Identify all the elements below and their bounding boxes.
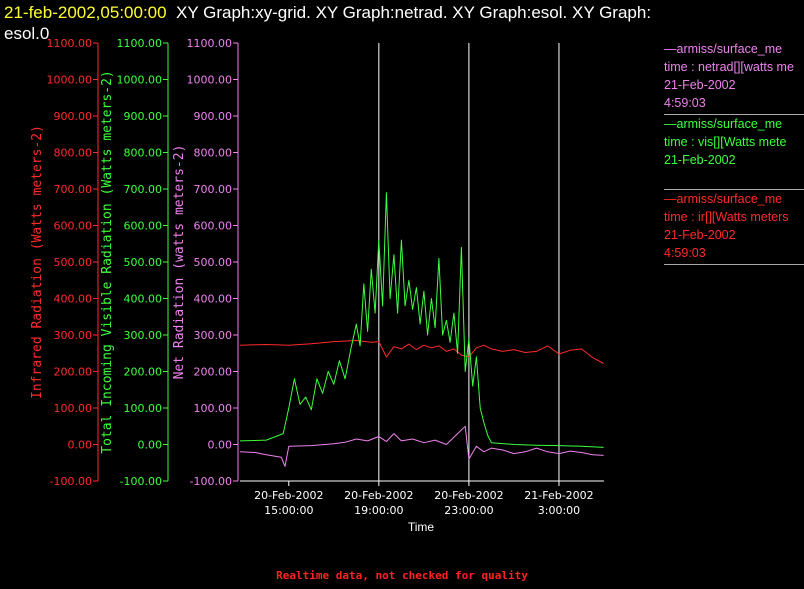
- y-tick-label-ir: 300.00: [54, 329, 93, 342]
- x-tick-label-time: 3:00:00: [538, 504, 580, 517]
- legend-line4: 4:59:03: [664, 96, 706, 110]
- y-tick-label-vis: 500.00: [124, 256, 163, 269]
- x-tick-label-time: 15:00:00: [264, 504, 313, 517]
- legend-line3: 21-Feb-2002: [664, 78, 736, 92]
- y-tick-label-vis: 600.00: [124, 220, 163, 233]
- y-tick-label-ir: 800.00: [54, 147, 93, 160]
- y-tick-label-vis: 1000.00: [117, 74, 163, 87]
- legend-separator: [664, 189, 804, 190]
- legend-line4: 4:59:03: [664, 246, 706, 260]
- series-line-vis: [239, 192, 604, 448]
- series-lines: [239, 192, 604, 467]
- y-tick-label-ir: 400.00: [54, 293, 93, 306]
- y-tick-label-ir: -100.00: [50, 475, 92, 488]
- y-axis-label-ir: Infrared Radiation (Watts meters-2): [30, 125, 45, 399]
- y-tick-label-vis: 1100.00: [117, 37, 163, 50]
- quality-warning: Realtime data, not checked for quality: [276, 569, 528, 582]
- legend-line3: 21-Feb-2002: [664, 228, 736, 242]
- y-tick-label-vis: 900.00: [124, 110, 163, 123]
- grid-lines: [378, 43, 560, 481]
- x-axis: 20-Feb-2002 15:00:00 20-Feb-2002 19:00:00 20…: [240, 480, 604, 517]
- legend-line2: time : vis[][Watts mete: [664, 135, 787, 149]
- x-tick-label-time: 19:00:00: [354, 504, 403, 517]
- y-tick-label-ir: 0.00: [68, 439, 93, 452]
- y-tick-label-net: 900.00: [194, 110, 233, 123]
- y-tick-label-net: 1100.00: [187, 37, 233, 50]
- y-tick-label-vis: 800.00: [124, 147, 163, 160]
- y-axis-net: -100.00 0.00 100.00 200.00 300.00 400.00 500.0…: [172, 37, 239, 488]
- y-tick-label-vis: -100.00: [120, 475, 162, 488]
- legend-line2: time : ir[][Watts meters: [664, 210, 789, 224]
- y-axis-ir: -100.00 0.00 100.00 200.00 300.00 400.00 500.0…: [30, 37, 99, 488]
- series-line-ir: [239, 340, 604, 364]
- y-tick-label-net: 800.00: [194, 147, 233, 160]
- y-tick-label-net: -100.00: [190, 475, 232, 488]
- y-tick-label-ir: 600.00: [54, 220, 93, 233]
- y-tick-label-vis: 0.00: [138, 439, 163, 452]
- y-axis-vis: -100.00 0.00 100.00 200.00 300.00 400.00 500.0…: [100, 37, 169, 488]
- y-tick-label-net: 1000.00: [187, 74, 233, 87]
- x-tick-label-date: 20-Feb-2002: [434, 489, 503, 502]
- y-tick-label-vis: 200.00: [124, 366, 163, 379]
- x-tick-label-date: 20-Feb-2002: [344, 489, 413, 502]
- y-tick-label-ir: 1000.00: [47, 74, 93, 87]
- y-axis-label-net: Net Radiation (watts meters-2): [172, 145, 187, 380]
- header-timestamp: 21-feb-2002,05:00:00: [4, 3, 167, 22]
- y-tick-label-net: 600.00: [194, 220, 233, 233]
- y-tick-label-ir: 500.00: [54, 256, 93, 269]
- xy-graph: -100.00 0.00 100.00 200.00 300.00 400.00 500.0…: [30, 37, 604, 534]
- header-graph-titles-line2: esol.0: [4, 24, 50, 43]
- y-tick-label-net: 500.00: [194, 256, 233, 269]
- x-axis-label: Time: [408, 520, 435, 534]
- x-tick-label-time: 23:00:00: [444, 504, 493, 517]
- y-tick-label-ir: 1100.00: [47, 37, 93, 50]
- y-tick-label-vis: 700.00: [124, 183, 163, 196]
- y-tick-label-net: 200.00: [194, 366, 233, 379]
- x-tick-label-date: 20-Feb-2002: [254, 489, 323, 502]
- y-tick-label-net: 100.00: [194, 402, 233, 415]
- x-tick-label-date: 21-Feb-2002: [524, 489, 593, 502]
- y-tick-label-vis: 100.00: [124, 402, 163, 415]
- legend-separator: [664, 264, 804, 265]
- y-tick-label-vis: 400.00: [124, 293, 163, 306]
- legend-line3: 21-Feb-2002: [664, 153, 736, 167]
- legend-line2: time : netrad[][watts me: [664, 60, 794, 74]
- y-tick-label-net: 400.00: [194, 293, 233, 306]
- y-tick-label-ir: 900.00: [54, 110, 93, 123]
- y-tick-label-ir: 100.00: [54, 402, 93, 415]
- header-title: 21-feb-2002,05:00:00 XY Graph:xy-grid. X…: [4, 2, 794, 44]
- y-tick-label-ir: 200.00: [54, 366, 93, 379]
- y-tick-label-net: 300.00: [194, 329, 233, 342]
- y-tick-label-net: 700.00: [194, 183, 233, 196]
- header-graph-titles: XY Graph:xy-grid. XY Graph:netrad. XY Gr…: [176, 3, 652, 22]
- series-line-net: [239, 425, 604, 467]
- y-tick-label-net: 0.00: [208, 439, 233, 452]
- legend-separator: [664, 114, 804, 115]
- y-tick-label-ir: 700.00: [54, 183, 93, 196]
- legend-line4: [664, 169, 804, 187]
- legend-line1: —armiss/surface_me: [664, 192, 783, 206]
- y-tick-label-vis: 300.00: [124, 329, 163, 342]
- y-axis-label-vis: Total Incoming Visible Radiation (Watts …: [100, 70, 115, 454]
- legend-line1: —armiss/surface_me: [664, 42, 783, 56]
- axes: -100.00 0.00 100.00 200.00 300.00 400.00 500.0…: [30, 37, 604, 517]
- legend-line1: —armiss/surface_me: [664, 117, 783, 131]
